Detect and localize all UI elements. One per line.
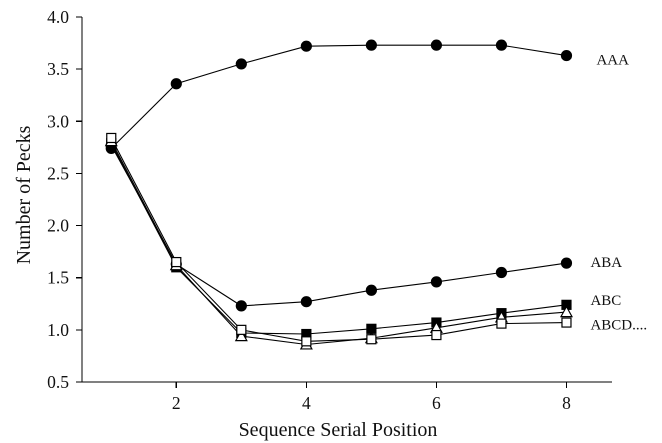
x-axis-label: Sequence Serial Position bbox=[239, 419, 438, 441]
x-tick-label: 4 bbox=[302, 393, 311, 413]
point-abcd-x8 bbox=[561, 317, 572, 328]
line-series-4 bbox=[110, 140, 567, 346]
point-series-4-x8 bbox=[559, 305, 573, 318]
point-series-4-x3 bbox=[234, 329, 248, 342]
axes bbox=[81, 17, 612, 383]
point-abcd-x7 bbox=[496, 318, 507, 329]
ticks: 0.5 1.0 1.5 2.0 2.5 3.0 3.5 4.0 2 4 6 8 bbox=[47, 7, 571, 413]
y-tick-label: 4.0 bbox=[47, 7, 69, 27]
y-tick-label: 2.5 bbox=[47, 163, 69, 183]
y-tick-label: 1.5 bbox=[47, 268, 69, 288]
line-abcd bbox=[110, 137, 567, 342]
series-group bbox=[104, 39, 573, 350]
point-aba-x7 bbox=[495, 266, 508, 279]
y-tick-label: 3.0 bbox=[47, 111, 69, 131]
series-label-aaa: AAA bbox=[596, 53, 629, 69]
point-aaa-x3 bbox=[235, 58, 247, 70]
y-tick-label: 3.5 bbox=[47, 59, 69, 79]
series-label-aba: ABA bbox=[590, 255, 622, 271]
point-aaa-x8 bbox=[560, 49, 573, 62]
y-tick-label: 1.0 bbox=[47, 320, 69, 340]
point-abcd-x2 bbox=[171, 256, 182, 268]
point-abcd-x5 bbox=[366, 334, 377, 345]
y-tick-label: 0.5 bbox=[47, 372, 69, 392]
point-aaa-x6 bbox=[430, 39, 443, 51]
series-label-abc: ABC bbox=[590, 293, 621, 309]
x-tick-label: 8 bbox=[562, 393, 571, 413]
y-tick-label: 2.0 bbox=[47, 216, 69, 236]
point-aaa-x7 bbox=[495, 39, 508, 51]
point-aba-x3 bbox=[235, 300, 247, 312]
point-aaa-x5 bbox=[365, 39, 377, 51]
point-abcd-x4 bbox=[301, 336, 312, 347]
line-aba bbox=[110, 145, 567, 307]
x-tick-label: 2 bbox=[172, 393, 181, 413]
series-label-abcd: ABCD.... bbox=[590, 318, 647, 334]
point-aba-x8 bbox=[560, 257, 573, 269]
point-aba-x4 bbox=[300, 296, 312, 308]
point-aba-x6 bbox=[430, 276, 443, 288]
line-aaa bbox=[110, 44, 567, 149]
point-abcd-x1 bbox=[106, 132, 117, 144]
point-aaa-x2 bbox=[170, 78, 182, 90]
x-tick-label: 6 bbox=[432, 393, 441, 413]
point-aaa-x4 bbox=[300, 40, 312, 52]
point-abcd-x3 bbox=[236, 324, 247, 335]
y-axis-label: Number of Pecks bbox=[13, 125, 35, 264]
point-aba-x5 bbox=[365, 284, 377, 296]
line-abc bbox=[110, 142, 567, 335]
series-labels: AAA ABA ABC ABCD.... bbox=[590, 53, 647, 334]
point-abcd-x6 bbox=[431, 329, 442, 341]
